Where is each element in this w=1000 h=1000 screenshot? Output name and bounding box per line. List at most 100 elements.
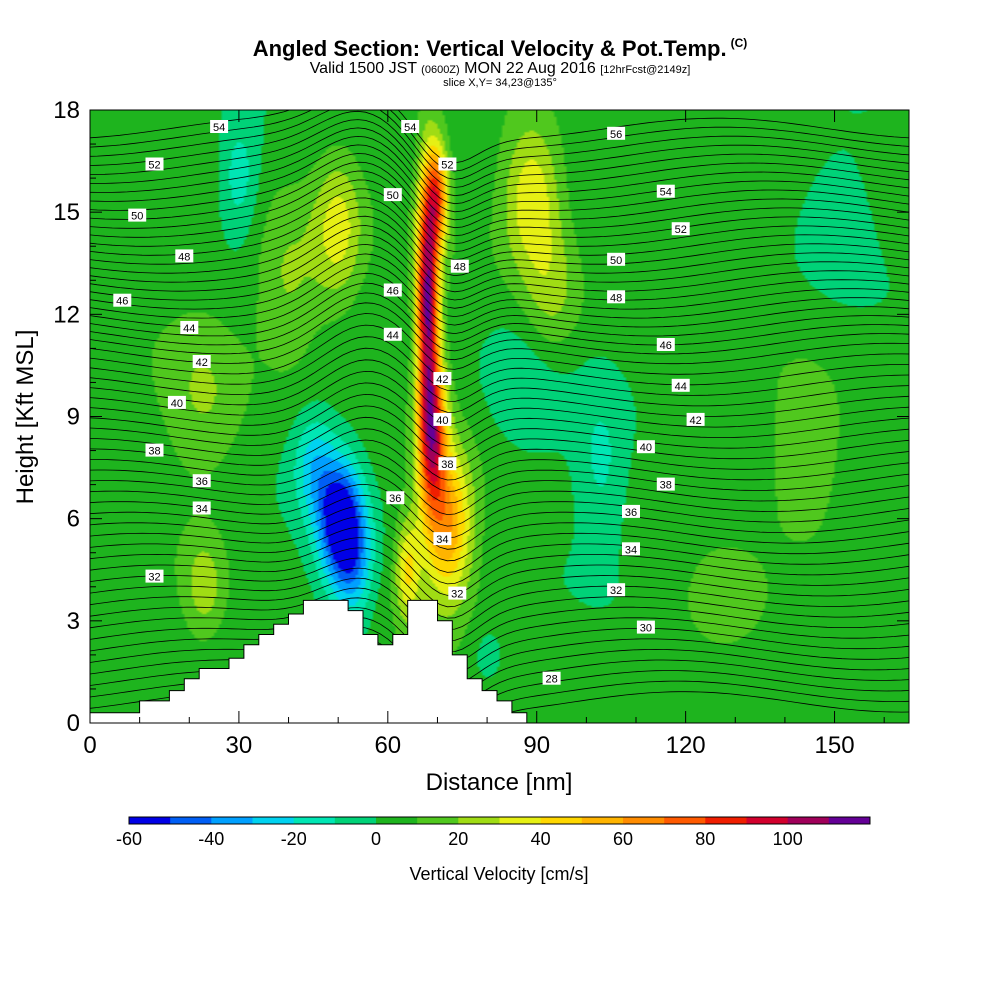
colorbar-swatch xyxy=(293,817,336,824)
theta-label: 36 xyxy=(622,504,640,519)
theta-contour xyxy=(90,405,909,458)
theta-contour xyxy=(90,616,909,686)
theta-label-bg xyxy=(636,440,655,454)
theta-contour xyxy=(90,272,909,335)
theta-label-bg xyxy=(210,120,229,133)
theta-contour xyxy=(90,483,909,539)
theta-label: 44 xyxy=(383,327,402,342)
colorbar-swatch xyxy=(705,817,747,824)
colorbar-tick-label: -20 xyxy=(281,829,307,849)
theta-label-text: 32 xyxy=(451,589,463,601)
y-tick-label: 6 xyxy=(67,506,80,533)
x-tick-label: 0 xyxy=(83,732,96,759)
theta-label: 32 xyxy=(448,586,467,601)
theta-label-text: 46 xyxy=(116,296,128,308)
x-tick-label: 90 xyxy=(523,732,550,759)
theta-contour xyxy=(90,382,909,436)
y-tick-label: 3 xyxy=(67,608,80,635)
theta-label-bg xyxy=(401,120,420,133)
theta-label-text: 34 xyxy=(436,534,448,546)
theta-contour xyxy=(90,197,909,269)
theta-label-bg xyxy=(448,586,467,600)
theta-label-text: 50 xyxy=(610,255,622,267)
theta-label-bg xyxy=(607,290,626,304)
theta-label-text: 38 xyxy=(148,446,160,458)
theta-label-bg xyxy=(128,208,147,222)
theta-label-text: 38 xyxy=(441,459,453,471)
theta-label: 48 xyxy=(175,249,194,263)
colorbar-label: Vertical Velocity [cm/s] xyxy=(409,864,588,884)
x-tick-label: 150 xyxy=(815,732,855,759)
theta-contour xyxy=(90,215,909,285)
theta-label: 42 xyxy=(192,355,211,369)
theta-label-bg xyxy=(433,532,452,546)
chart-title: Angled Section: Vertical Velocity & Pot.… xyxy=(252,36,748,61)
theta-contour xyxy=(90,144,909,221)
colorbar-swatch xyxy=(746,817,789,824)
theta-label-bg xyxy=(686,412,705,426)
colorbar-swatch xyxy=(828,817,871,824)
theta-label-text: 52 xyxy=(441,160,453,172)
theta-contour xyxy=(90,206,909,277)
colorbar: -60 -40 -20 0 20 40 60 80 100 xyxy=(116,816,871,849)
theta-label-group: 54 54 56 52 52 54 50 50 52 48 48 50 46 46 48 44 44 46 42 42… xyxy=(113,120,705,686)
theta-label-bg xyxy=(438,457,457,471)
theta-contour xyxy=(90,234,909,301)
theta-label-bg xyxy=(383,283,402,297)
theta-label: 40 xyxy=(636,440,655,454)
theta-contour xyxy=(90,302,909,361)
theta-label: 56 xyxy=(607,126,626,141)
theta-label-bg xyxy=(175,249,194,263)
theta-label: 42 xyxy=(686,412,705,427)
colorbar-tick-label: 40 xyxy=(531,829,551,849)
theta-contour xyxy=(90,119,909,197)
theta-label: 54 xyxy=(656,184,675,199)
theta-label-text: 48 xyxy=(610,292,622,304)
chart-subtitle-slice: slice X,Y= 34,23@135° xyxy=(443,77,557,89)
theta-label-bg xyxy=(450,259,469,273)
theta-label: 46 xyxy=(656,338,675,352)
theta-label: 44 xyxy=(180,321,199,335)
theta-label-bg xyxy=(192,355,211,368)
colorbar-swatch xyxy=(787,817,830,824)
x-tick-label: 60 xyxy=(374,732,401,759)
theta-label: 34 xyxy=(192,501,211,516)
theta-label-text: 50 xyxy=(131,211,143,223)
potential-temperature-contours xyxy=(90,110,909,723)
theta-label-text: 34 xyxy=(625,544,637,556)
theta-label-text: 40 xyxy=(640,442,652,454)
chart-subtitle: Valid 1500 JST (0600Z) MON 22 Aug 2016 [… xyxy=(309,60,691,77)
theta-label: 38 xyxy=(438,457,457,471)
theta-contour xyxy=(90,127,909,205)
theta-label-bg xyxy=(192,474,211,488)
theta-label-bg xyxy=(145,569,164,583)
theta-label: 50 xyxy=(607,252,626,267)
theta-contour xyxy=(90,557,909,619)
theta-contour xyxy=(90,347,909,402)
theta-contour xyxy=(90,188,909,261)
theta-contour xyxy=(90,135,909,213)
theta-contour xyxy=(90,416,909,470)
theta-label-bg xyxy=(438,157,457,171)
theta-contour xyxy=(90,526,909,585)
colorbar-frame xyxy=(128,816,871,825)
theta-contour xyxy=(90,336,909,392)
theta-label: 54 xyxy=(210,120,229,134)
theta-contour xyxy=(90,110,909,188)
theta-contour xyxy=(90,577,909,642)
x-tick-label: 120 xyxy=(666,732,706,759)
colorbar-tick-label: 20 xyxy=(448,829,468,849)
theta-contour xyxy=(90,567,909,630)
theta-label-bg xyxy=(656,338,675,351)
colorbar-tick-label: -40 xyxy=(198,829,224,849)
theta-label: 36 xyxy=(386,491,405,505)
theta-label-text: 44 xyxy=(387,330,399,342)
theta-contour xyxy=(90,450,909,504)
theta-label-bg xyxy=(145,443,164,457)
theta-label-text: 52 xyxy=(675,224,687,236)
theta-label: 52 xyxy=(145,157,164,172)
theta-label-bg xyxy=(607,126,626,140)
theta-label-bg xyxy=(167,395,186,409)
theta-contour xyxy=(90,393,909,447)
